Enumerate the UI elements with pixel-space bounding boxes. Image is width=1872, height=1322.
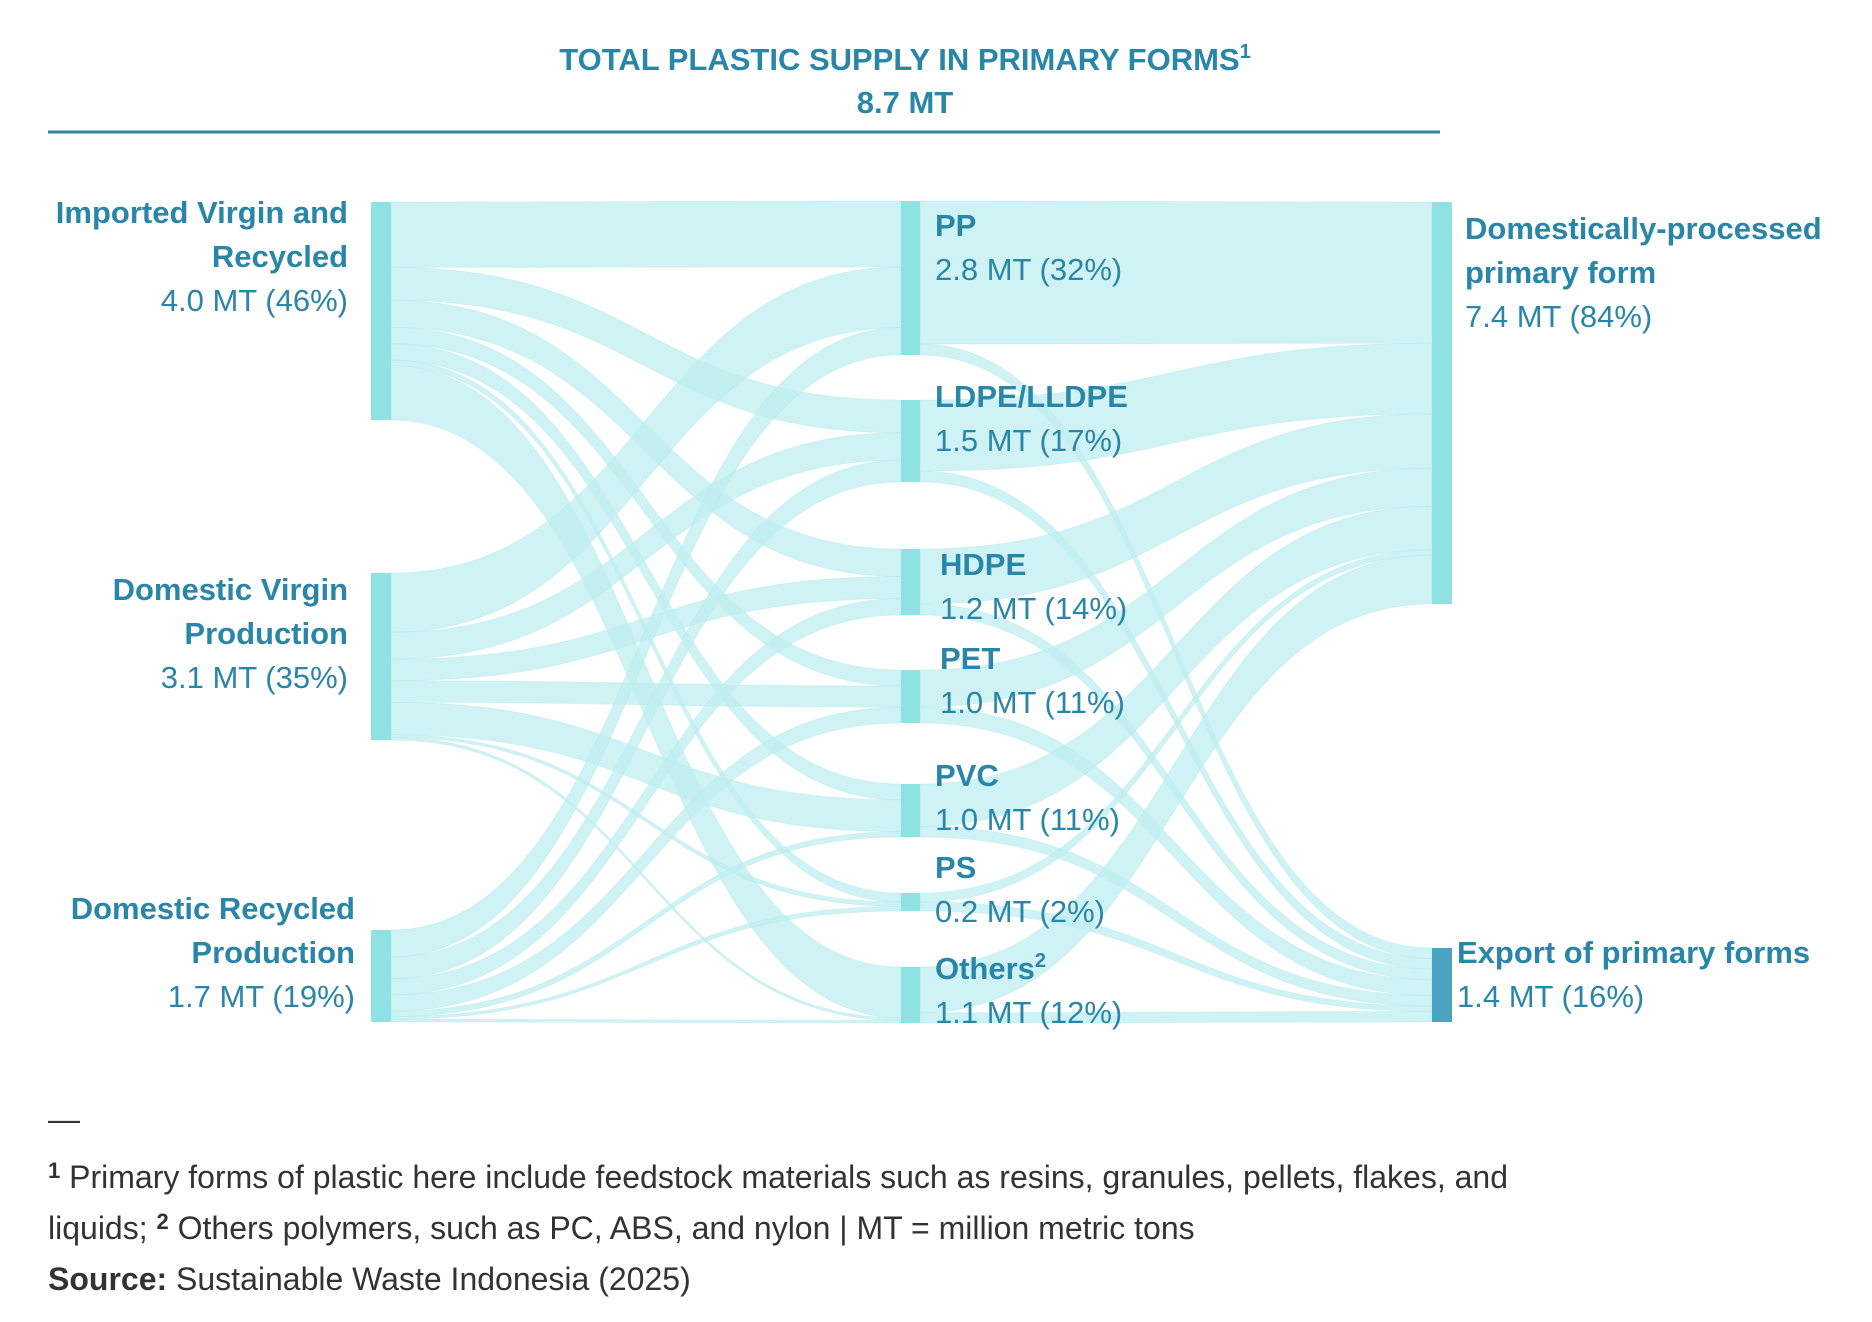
polymer-label-others-sup: 2 [1035, 950, 1046, 972]
footnote-2-sup: 2 [157, 1209, 169, 1234]
destination-label-domestic-line1: Domestically-processed [1465, 211, 1822, 246]
node-bar-others [901, 967, 920, 1023]
polymer-value-pvc: 1.0 MT (11%) [935, 802, 1120, 837]
destination-label-domestic-line2: primary form [1465, 255, 1656, 290]
footnote-1-text: Primary forms of plastic here include fe… [60, 1159, 1508, 1195]
destination-value-export: 1.4 MT (16%) [1457, 979, 1644, 1014]
source-line: Source: Sustainable Waste Indonesia (202… [48, 1261, 691, 1297]
footer-dash: — [48, 1101, 80, 1137]
source-text: Sustainable Waste Indonesia (2025) [167, 1261, 691, 1297]
figure-title: TOTAL PLASTIC SUPPLY IN PRIMARY FORMS1 [559, 41, 1251, 77]
figure-total: 8.7 MT [857, 85, 954, 120]
node-bar-domestic-processed [1432, 202, 1452, 604]
flow-links [390, 200, 1433, 1024]
node-bar-hdpe [901, 549, 920, 615]
node-bar-imported [371, 202, 391, 420]
node-bar-domestic-recycled [371, 930, 391, 1022]
node-bar-pp [901, 201, 920, 355]
polymer-value-pet: 1.0 MT (11%) [940, 685, 1125, 720]
node-bar-domestic-virgin [371, 573, 391, 740]
flow-link-imported-to-pp [390, 200, 902, 268]
polymer-value-ps: 0.2 MT (2%) [935, 894, 1105, 929]
figure-title-line1: TOTAL PLASTIC SUPPLY IN PRIMARY FORMS [559, 42, 1239, 77]
node-bar-pvc [901, 784, 920, 837]
polymer-label-others: Others2 [935, 950, 1046, 986]
destination-labels: Domestically-processed primary form 7.4 … [1457, 211, 1822, 1014]
source-labels: Imported Virgin and Recycled 4.0 MT (46%… [56, 195, 355, 1014]
polymer-labels: PP 2.8 MT (32%) LDPE/LLDPE 1.5 MT (17%) … [935, 208, 1128, 1030]
flow-link-domestic-virgin-to-pet [390, 680, 902, 708]
footnote-line1: 1 Primary forms of plastic here include … [48, 1158, 1508, 1195]
polymer-label-others-name: Others [935, 951, 1035, 986]
source-label-domestic-virgin-line1: Domestic Virgin [113, 572, 348, 607]
polymer-label-pet: PET [940, 641, 1000, 676]
source-label-domestic-recycled-line2: Production [191, 935, 355, 970]
source-label-domestic-recycled-line1: Domestic Recycled [71, 891, 355, 926]
figure-title-sup: 1 [1240, 41, 1251, 63]
source-value-imported: 4.0 MT (46%) [161, 283, 348, 318]
polymer-label-ldpe: LDPE/LLDPE [935, 379, 1128, 414]
polymer-value-ldpe: 1.5 MT (17%) [935, 423, 1122, 458]
source-label-imported-line1: Imported Virgin and [56, 195, 348, 230]
destination-label-export: Export of primary forms [1457, 935, 1810, 970]
node-bar-export [1432, 948, 1452, 1022]
polymer-label-ps: PS [935, 850, 976, 885]
node-bar-ldpe [901, 400, 920, 482]
node-bars [371, 201, 1452, 1023]
polymer-label-pvc: PVC [935, 758, 999, 793]
node-bar-pet [901, 670, 920, 723]
source-value-domestic-virgin: 3.1 MT (35%) [161, 660, 348, 695]
polymer-value-others: 1.1 MT (12%) [935, 995, 1122, 1030]
footnote-1-text-cont: liquids; [48, 1210, 157, 1246]
polymer-value-pp: 2.8 MT (32%) [935, 252, 1122, 287]
polymer-label-hdpe: HDPE [940, 547, 1026, 582]
source-value-domestic-recycled: 1.7 MT (19%) [168, 979, 355, 1014]
figure-footer: — 1 Primary forms of plastic here includ… [48, 1101, 1508, 1297]
footnote-1-sup: 1 [48, 1158, 60, 1183]
footnote-2-text: Others polymers, such as PC, ABS, and ny… [169, 1210, 1195, 1246]
polymer-value-hdpe: 1.2 MT (14%) [940, 591, 1127, 626]
footnote-line2: liquids; 2 Others polymers, such as PC, … [48, 1209, 1195, 1246]
destination-value-domestic: 7.4 MT (84%) [1465, 299, 1652, 334]
source-label: Source: [48, 1261, 167, 1297]
source-label-imported-line2: Recycled [212, 239, 348, 274]
source-label-domestic-virgin-line2: Production [184, 616, 348, 651]
polymer-label-pp: PP [935, 208, 976, 243]
node-bar-ps [901, 893, 920, 911]
flow-link-domestic-recycled-to-others [390, 1018, 902, 1024]
